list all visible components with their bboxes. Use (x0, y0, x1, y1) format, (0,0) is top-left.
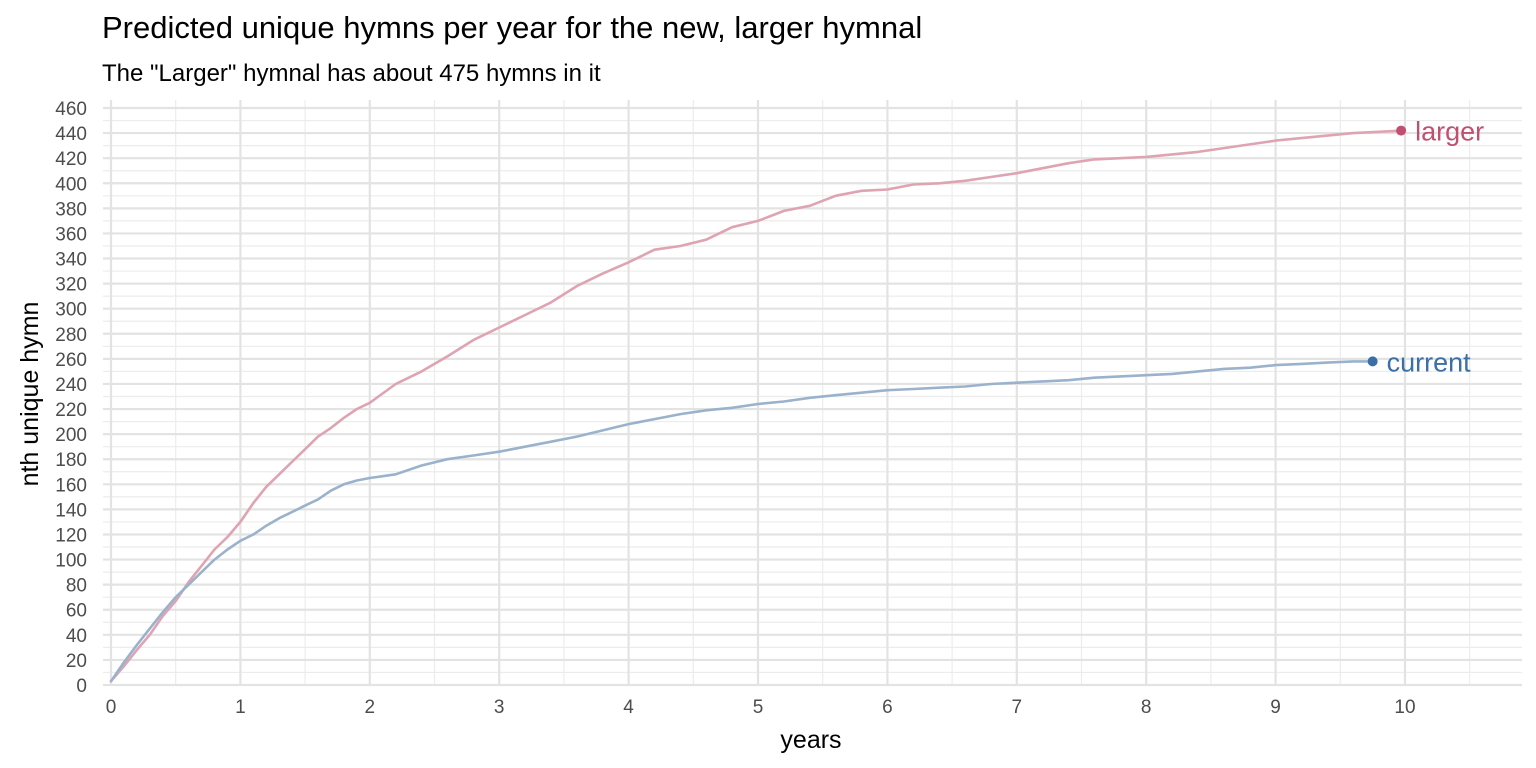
y-tick-label: 320 (55, 275, 87, 296)
x-tick-label: 9 (1270, 697, 1281, 718)
y-tick-label: 20 (66, 651, 87, 672)
y-tick-label: 40 (66, 626, 87, 647)
series-line-larger (109, 129, 1403, 683)
y-tick-label: 280 (55, 325, 87, 346)
y-axis-title: nth unique hymn (16, 302, 44, 487)
x-tick-label: 8 (1141, 697, 1152, 718)
x-tick-label: 2 (365, 697, 376, 718)
series-line-current (109, 360, 1374, 683)
x-tick-label: 5 (753, 697, 764, 718)
minor-gridlines (103, 100, 1522, 685)
series-label-larger: larger (1415, 117, 1484, 147)
y-tick-label: 100 (55, 551, 87, 572)
y-tick-label: 200 (55, 425, 87, 446)
chart-title: Predicted unique hymns per year for the … (102, 10, 923, 45)
y-tick-label: 160 (55, 475, 87, 496)
y-tick-label: 440 (55, 124, 87, 145)
x-tick-label: 7 (1012, 697, 1023, 718)
series-label-current: current (1387, 347, 1472, 377)
y-tick-label: 360 (55, 224, 87, 245)
y-tick-label: 120 (55, 525, 87, 546)
x-tick-label: 4 (623, 697, 634, 718)
major-gridlines (103, 100, 1522, 687)
y-tick-label: 220 (55, 400, 87, 421)
x-tick-label: 3 (494, 697, 505, 718)
y-tick-label: 240 (55, 375, 87, 396)
series-end-point-current (1367, 356, 1378, 367)
x-tick-label: 6 (882, 697, 893, 718)
y-tick-label: 260 (55, 350, 87, 371)
x-axis-title: years (780, 726, 841, 754)
series-end-point-larger (1396, 125, 1407, 136)
y-axis-tick-labels: 0 20 40 60 80 100 120 140 160 180 200 220 240 260 280 3… (55, 99, 87, 697)
chart-subtitle: The "Larger" hymnal has about 475 hymns … (102, 60, 601, 87)
y-tick-label: 340 (55, 250, 87, 271)
y-tick-label: 400 (55, 174, 87, 195)
y-tick-label: 380 (55, 199, 87, 220)
y-tick-label: 140 (55, 500, 87, 521)
x-tick-label: 10 (1394, 697, 1415, 718)
series-end-markers: larger current (1367, 117, 1484, 377)
y-tick-label: 80 (66, 576, 87, 597)
x-axis-tick-labels: 0 1 2 3 4 5 6 7 8 9 10 (106, 697, 1416, 718)
y-tick-label: 0 (76, 676, 87, 697)
y-tick-label: 420 (55, 149, 87, 170)
series-lines (109, 129, 1403, 683)
y-tick-label: 60 (66, 601, 87, 622)
y-tick-label: 300 (55, 300, 87, 321)
y-tick-label: 460 (55, 99, 87, 120)
x-tick-label: 1 (235, 697, 246, 718)
y-tick-label: 180 (55, 450, 87, 471)
x-tick-label: 0 (106, 697, 117, 718)
